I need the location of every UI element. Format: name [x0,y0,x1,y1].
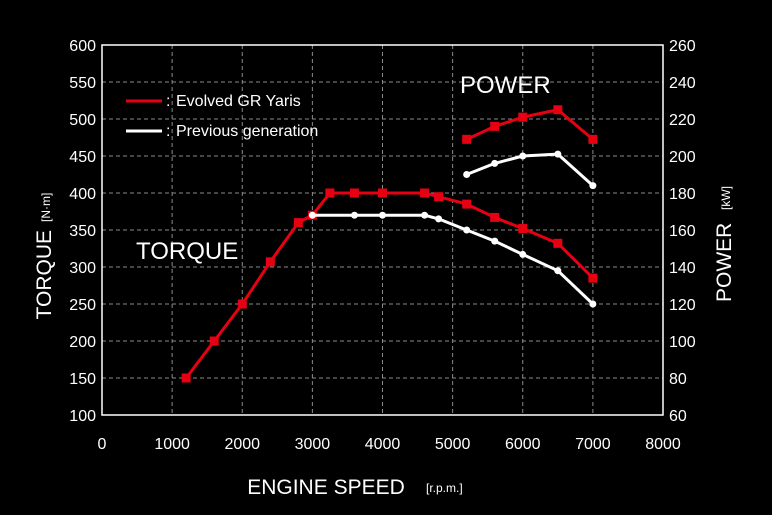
x-axis-unit: [r.p.m.] [426,481,463,495]
tick-labels: 0 1000 2000 3000 4000 5000 6000 7000 8000 100 150 2… [69,38,696,453]
left-y-tick-label: 600 [69,38,96,55]
power-previous-point [519,152,527,160]
torque-evolved-point [490,212,500,222]
torque-evolved-point [209,336,219,346]
right-axis-title-group: POWER [kW] [713,186,736,302]
legend-label-evolved: Evolved GR Yaris [176,93,301,110]
left-y-tick-label: 150 [69,371,96,388]
torque-previous-point [554,267,562,275]
torque-evolved-point [462,199,472,209]
power-evolved-point [588,134,598,144]
torque-previous-point [589,300,597,308]
torque-evolved-point [420,188,430,198]
right-y-tick-label: 160 [669,223,696,240]
torque-evolved-point [378,188,387,198]
left-y-tick-label: 100 [69,408,96,425]
torque-evolved-point [325,188,335,198]
right-y-tick-label: 100 [669,334,696,351]
torque-previous-point [435,215,443,223]
torque-evolved-point [181,373,191,383]
torque-evolved-line [184,191,594,379]
legend-label-previous: Previous generation [176,123,318,140]
power-annotation: POWER [460,72,551,99]
x-tick-label: 1000 [154,436,190,453]
power-evolved-point [553,105,563,115]
right-y-tick-label: 60 [669,408,687,425]
torque-evolved-point [349,188,359,198]
right-y-tick-label: 260 [669,38,696,55]
left-y-tick-label: 450 [69,149,96,166]
right-y-tick-label: 220 [669,112,696,129]
series [181,105,598,383]
power-evolved-point [462,134,472,144]
x-tick-label: 0 [98,436,107,453]
torque-evolved-point [293,218,303,228]
x-tick-label: 5000 [435,436,471,453]
power-previous-point [463,171,471,178]
left-y-tick-label: 300 [69,260,96,277]
left-y-tick-label: 400 [69,186,96,203]
torque-previous-point [350,211,358,219]
power-evolved-point [518,112,528,122]
right-y-tick-label: 140 [669,260,696,277]
torque-evolved-point [588,273,598,283]
power-evolved-line [466,108,594,141]
torque-previous-point [308,211,316,219]
power-previous-point [554,150,562,158]
left-axis-unit: [N·m] [39,193,53,222]
left-y-tick-label: 550 [69,75,96,92]
x-axis-title: ENGINE SPEED [247,476,405,499]
torque-previous-point [463,226,471,234]
right-axis-title: POWER [713,223,736,302]
x-tick-label: 6000 [505,436,541,453]
torque-evolved-point [265,257,275,267]
plot-frame [101,44,664,416]
torque-evolved-point [518,224,528,234]
torque-previous-point [491,237,499,245]
x-tick-label: 7000 [575,436,611,453]
right-y-tick-label: 200 [669,149,696,166]
power-previous-point [589,182,597,190]
legend: : Evolved GR Yaris : Previous generation [126,93,318,140]
power-previous-point [491,159,499,167]
x-tick-label: 8000 [645,436,681,453]
legend-separator: : [166,123,170,140]
power-previous-line [466,152,594,187]
torque-annotation: TORQUE [136,238,238,265]
torque-evolved-point [553,238,563,248]
right-y-tick-label: 240 [669,75,696,92]
right-y-tick-label: 80 [669,371,687,388]
right-y-tick-label: 120 [669,297,696,314]
power-evolved-point [490,121,500,131]
right-axis-unit: [kW] [719,186,733,210]
left-axis-title: TORQUE [33,230,56,319]
left-axis-title-group: TORQUE [N·m] [33,193,56,320]
left-y-tick-label: 200 [69,334,96,351]
torque-previous-line [312,213,594,306]
x-tick-label: 2000 [224,436,260,453]
x-tick-label: 3000 [295,436,331,453]
legend-separator: : [166,93,170,110]
torque-evolved-point [434,192,444,202]
torque-previous-point [519,250,527,258]
torque-previous-point [379,211,386,219]
left-y-tick-label: 350 [69,223,96,240]
torque-previous-point [421,211,429,219]
torque-evolved-point [237,299,247,309]
left-y-tick-label: 250 [69,297,96,314]
left-y-tick-label: 500 [69,112,96,129]
right-y-tick-label: 180 [669,186,696,203]
x-tick-label: 4000 [365,436,401,453]
